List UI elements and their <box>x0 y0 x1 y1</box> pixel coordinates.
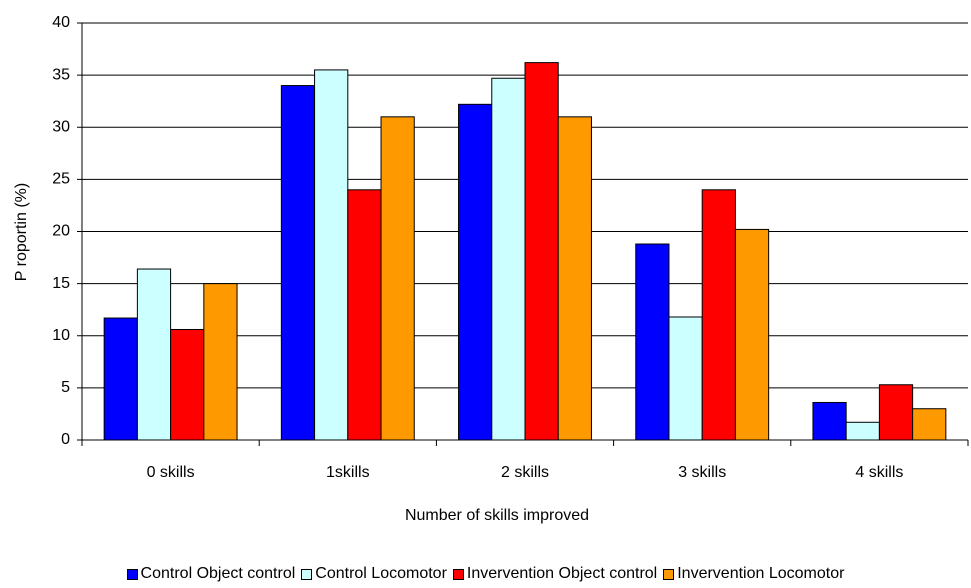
legend-swatch <box>452 568 464 580</box>
legend-label: Control Locomotor <box>315 565 447 582</box>
y-tick-label: 15 <box>52 275 70 292</box>
legend-swatch <box>126 568 138 580</box>
bar <box>635 243 670 441</box>
x-tick-label: 1skills <box>326 464 370 481</box>
y-axis-label: P roportin (%) <box>13 183 30 281</box>
legend-item: Invervention Object control <box>452 565 658 583</box>
x-tick-label: 3 skills <box>678 464 726 481</box>
x-tick-label: 0 skills <box>147 464 195 481</box>
bar <box>668 316 703 441</box>
legend-label: Invervention Locomotor <box>677 565 845 582</box>
bar <box>170 328 205 441</box>
y-tick-label: 25 <box>52 171 70 188</box>
legend-swatch <box>301 568 313 580</box>
bar <box>347 189 382 441</box>
legend-item: Control Object control <box>126 565 296 583</box>
legend-item: Control Locomotor <box>301 565 447 583</box>
bar <box>524 62 559 441</box>
bar <box>734 228 770 441</box>
legend-item: Invervention Locomotor <box>663 565 844 583</box>
bar <box>458 103 493 441</box>
x-tick-label: 4 skills <box>855 464 903 481</box>
legend-label: Invervention Object control <box>466 565 658 582</box>
bar <box>280 85 316 441</box>
bar <box>557 116 592 441</box>
legend-swatch <box>663 568 675 580</box>
bar <box>878 384 914 441</box>
y-tick-label: 5 <box>61 379 70 396</box>
bar <box>845 421 880 441</box>
y-tick-label: 20 <box>52 223 70 240</box>
y-tick-label: 35 <box>52 66 70 83</box>
x-tick-label: 2 skills <box>501 464 549 481</box>
bar <box>812 401 847 441</box>
y-tick-label: 0 <box>61 431 70 448</box>
y-tick-label: 30 <box>52 118 70 135</box>
bar <box>491 77 526 441</box>
x-axis-label: Number of skills improved <box>405 507 589 524</box>
bar <box>103 317 138 441</box>
bar <box>912 408 947 441</box>
y-tick-label: 10 <box>52 327 70 344</box>
bar <box>314 69 349 441</box>
legend: Control Object control Control Locomotor I… <box>0 565 971 583</box>
legend-label: Control Object control <box>140 565 296 582</box>
bar <box>380 116 415 441</box>
bar <box>203 283 238 441</box>
bar <box>136 268 172 441</box>
y-tick-label: 40 <box>52 14 70 31</box>
bar <box>701 189 736 441</box>
chart: Number of skills improved P roportin (%)… <box>13 14 969 524</box>
